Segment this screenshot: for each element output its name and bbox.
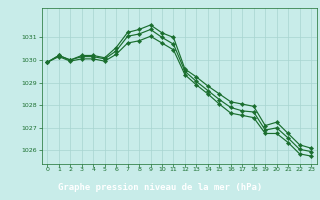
Text: Graphe pression niveau de la mer (hPa): Graphe pression niveau de la mer (hPa) [58,182,262,192]
